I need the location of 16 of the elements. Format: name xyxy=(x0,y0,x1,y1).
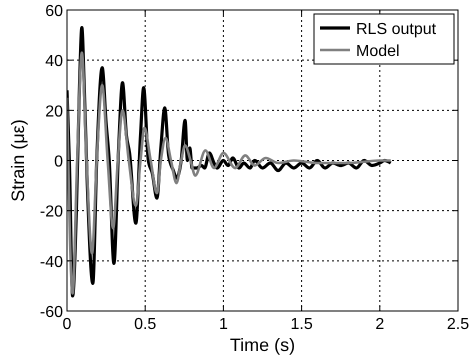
y-tick-label: -40 xyxy=(40,254,64,271)
legend-label: Model xyxy=(356,43,400,60)
legend-label: RLS output xyxy=(356,21,437,38)
x-tick-label: 1 xyxy=(218,316,228,333)
x-tick-label: 0.5 xyxy=(134,316,156,333)
y-tick-label: -20 xyxy=(40,204,64,221)
y-tick-label: -60 xyxy=(40,304,64,321)
x-tick-label: 2.5 xyxy=(446,316,470,333)
x-axis-title: Time (s) xyxy=(230,335,296,355)
y-tick-label: 40 xyxy=(45,53,64,70)
y-axis-title: Strain (με) xyxy=(8,119,28,202)
x-tick-label: 1.5 xyxy=(290,316,313,333)
y-tick-label: 0 xyxy=(54,154,64,170)
x-tick-label: 2 xyxy=(375,316,384,333)
y-tick-label: 60 xyxy=(45,3,64,20)
y-tick-label: 20 xyxy=(45,103,64,120)
